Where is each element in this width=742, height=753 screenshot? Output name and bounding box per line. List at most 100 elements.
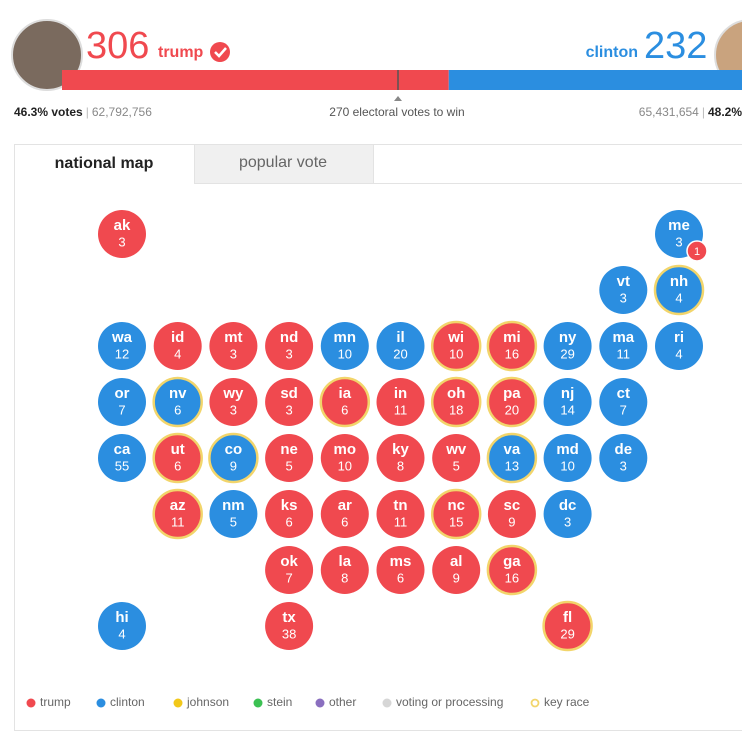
vote-bar	[62, 70, 742, 90]
legend-label: other	[329, 695, 356, 709]
state-abbr: nc	[447, 497, 465, 514]
state-abbr: md	[556, 441, 579, 458]
state-votes: 4	[675, 290, 682, 305]
state-abbr: ut	[171, 441, 185, 458]
state-abbr: or	[115, 385, 130, 402]
tab[interactable]: popular vote	[239, 154, 327, 171]
state-abbr: va	[504, 441, 521, 458]
state-abbr: fl	[563, 609, 572, 626]
trump-electoral-votes: 306	[86, 25, 149, 67]
state-abbr: pa	[503, 385, 521, 402]
winner-check	[210, 42, 230, 62]
state-votes: 3	[564, 514, 571, 529]
state-abbr: nv	[169, 385, 187, 402]
clinton-bar	[449, 70, 742, 90]
separator: |	[86, 105, 89, 119]
state-votes: 10	[560, 458, 574, 473]
state-votes: 6	[285, 514, 292, 529]
state-abbr: nd	[280, 329, 298, 346]
state-abbr: sc	[504, 497, 521, 514]
state-abbr: ia	[339, 385, 352, 402]
state-votes: 3	[230, 402, 237, 417]
state-votes: 12	[115, 346, 129, 361]
trump-popular: 46.3% votes|62,792,756	[14, 105, 152, 119]
state-abbr: vt	[617, 273, 630, 290]
state-votes: 6	[341, 402, 348, 417]
state-votes: 11	[394, 514, 408, 529]
state-votes: 16	[505, 346, 519, 361]
state-votes: 10	[338, 458, 352, 473]
legend-swatch	[254, 699, 263, 708]
state-votes: 4	[118, 626, 125, 641]
state-votes: 9	[230, 458, 237, 473]
threshold-arrow	[394, 96, 402, 101]
state-abbr: hi	[115, 609, 128, 626]
state-abbr: ky	[392, 441, 409, 458]
state-votes: 8	[341, 570, 348, 585]
state-abbr: ca	[114, 441, 131, 458]
state-abbr: ga	[503, 553, 521, 570]
state-votes: 5	[285, 458, 292, 473]
state-abbr: tn	[393, 497, 407, 514]
state-votes: 13	[505, 458, 519, 473]
state-votes: 11	[171, 514, 185, 529]
state-abbr: wa	[111, 329, 133, 346]
clinton-electoral-votes: 232	[644, 25, 707, 67]
state-votes: 15	[449, 514, 463, 529]
state-votes: 4	[675, 346, 682, 361]
state-votes: 29	[560, 346, 574, 361]
split-votes: 1	[694, 246, 700, 258]
state-votes: 3	[230, 346, 237, 361]
state-votes: 16	[505, 570, 519, 585]
trump-vote-share: 46.3% votes	[14, 105, 83, 119]
legend-swatch	[174, 699, 183, 708]
legend-label: voting or processing	[396, 695, 503, 709]
clinton-popular-votes: 65,431,654	[639, 105, 699, 119]
legend-label: stein	[267, 695, 292, 709]
state-votes: 3	[118, 234, 125, 249]
state-votes: 14	[560, 402, 574, 417]
state-abbr: id	[171, 329, 184, 346]
threshold-label: 270 electoral votes to win	[329, 105, 464, 119]
state-abbr: ri	[674, 329, 684, 346]
legend-swatch	[27, 699, 36, 708]
state-abbr: il	[396, 329, 404, 346]
trump-bar	[62, 70, 449, 90]
state-abbr: nm	[222, 497, 245, 514]
state-votes: 38	[282, 626, 296, 641]
trump-popular-votes: 62,792,756	[92, 105, 152, 119]
state-abbr: wi	[447, 329, 464, 346]
state-abbr: al	[450, 553, 463, 570]
state-votes: 7	[285, 570, 292, 585]
state-abbr: tx	[282, 609, 296, 626]
state-abbr: la	[339, 553, 352, 570]
state-votes: 6	[174, 458, 181, 473]
state-votes: 3	[285, 402, 292, 417]
state-votes: 55	[115, 458, 129, 473]
state-abbr: me	[668, 217, 690, 234]
state-votes: 20	[505, 402, 519, 417]
state-abbr: ny	[559, 329, 577, 346]
trump-name: trump	[158, 44, 204, 61]
state-abbr: sd	[280, 385, 298, 402]
state-abbr: nj	[561, 385, 574, 402]
legend-label: clinton	[110, 695, 145, 709]
state-abbr: ct	[617, 385, 630, 402]
state-votes: 9	[453, 570, 460, 585]
state-votes: 20	[393, 346, 407, 361]
state-votes: 5	[230, 514, 237, 529]
clinton-name: clinton	[586, 44, 638, 61]
state-votes: 3	[620, 290, 627, 305]
state-abbr: ar	[338, 497, 352, 514]
separator: |	[702, 105, 705, 119]
state-votes: 10	[449, 346, 463, 361]
state-votes: 9	[508, 514, 515, 529]
state-abbr: mo	[334, 441, 357, 458]
tab[interactable]: national map	[55, 155, 154, 172]
clinton-popular: 65,431,654|48.2%	[639, 105, 742, 119]
state-abbr: az	[170, 497, 186, 514]
state-votes: 7	[118, 402, 125, 417]
state-votes: 10	[338, 346, 352, 361]
state-votes: 8	[397, 458, 404, 473]
legend-label: key race	[544, 695, 590, 709]
